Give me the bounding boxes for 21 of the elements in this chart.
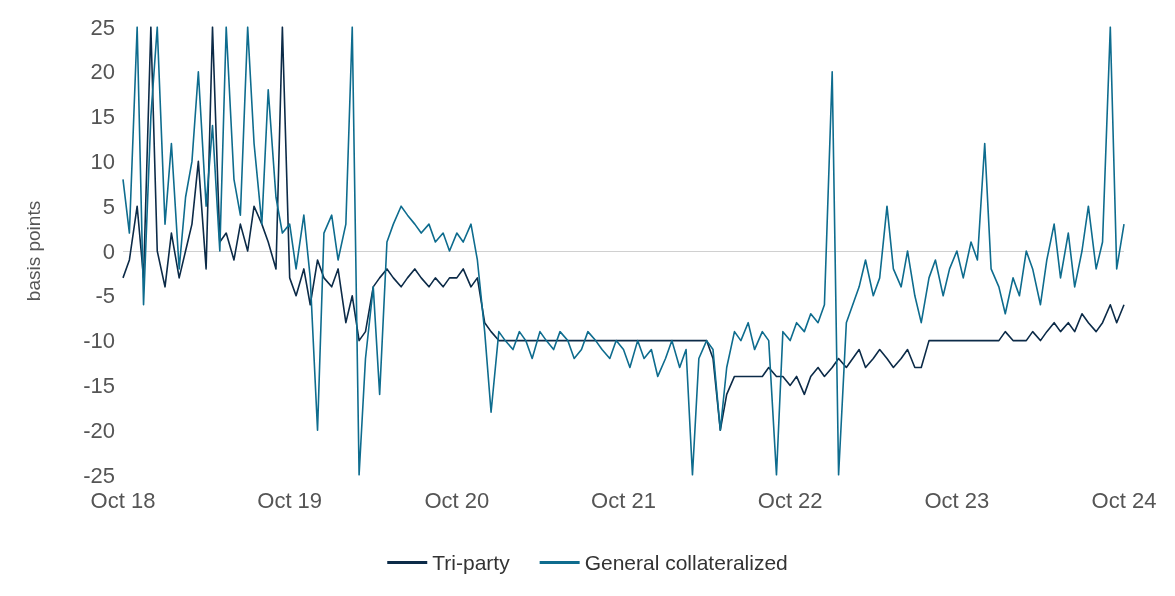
- x-tick-label: Oct 18: [90, 487, 156, 513]
- y-tick-label: -25: [83, 462, 115, 488]
- x-tick-label: Oct 20: [424, 487, 490, 513]
- y-tick-label: -15: [83, 372, 115, 398]
- y-tick-label: -5: [95, 283, 115, 309]
- legend-label: General collateralized: [584, 551, 788, 574]
- y-tick-label: 10: [90, 148, 115, 174]
- y-tick-label: 5: [102, 193, 115, 219]
- x-tick-label: Oct 19: [257, 487, 323, 513]
- y-axis-title: basis points: [23, 200, 44, 302]
- x-tick-label: Oct 21: [591, 487, 656, 513]
- y-tick-label: 0: [102, 238, 115, 264]
- y-tick-label: -10: [83, 328, 115, 354]
- x-tick-label: Oct 23: [924, 487, 990, 513]
- y-tick-label: -20: [83, 417, 115, 443]
- y-tick-label: 15: [90, 104, 115, 130]
- x-tick-label: Oct 24: [1091, 487, 1157, 513]
- y-tick-label: 25: [90, 14, 115, 40]
- x-tick-label: Oct 22: [757, 487, 823, 513]
- y-tick-label: 20: [90, 59, 115, 85]
- legend-label: Tri-party: [432, 551, 511, 574]
